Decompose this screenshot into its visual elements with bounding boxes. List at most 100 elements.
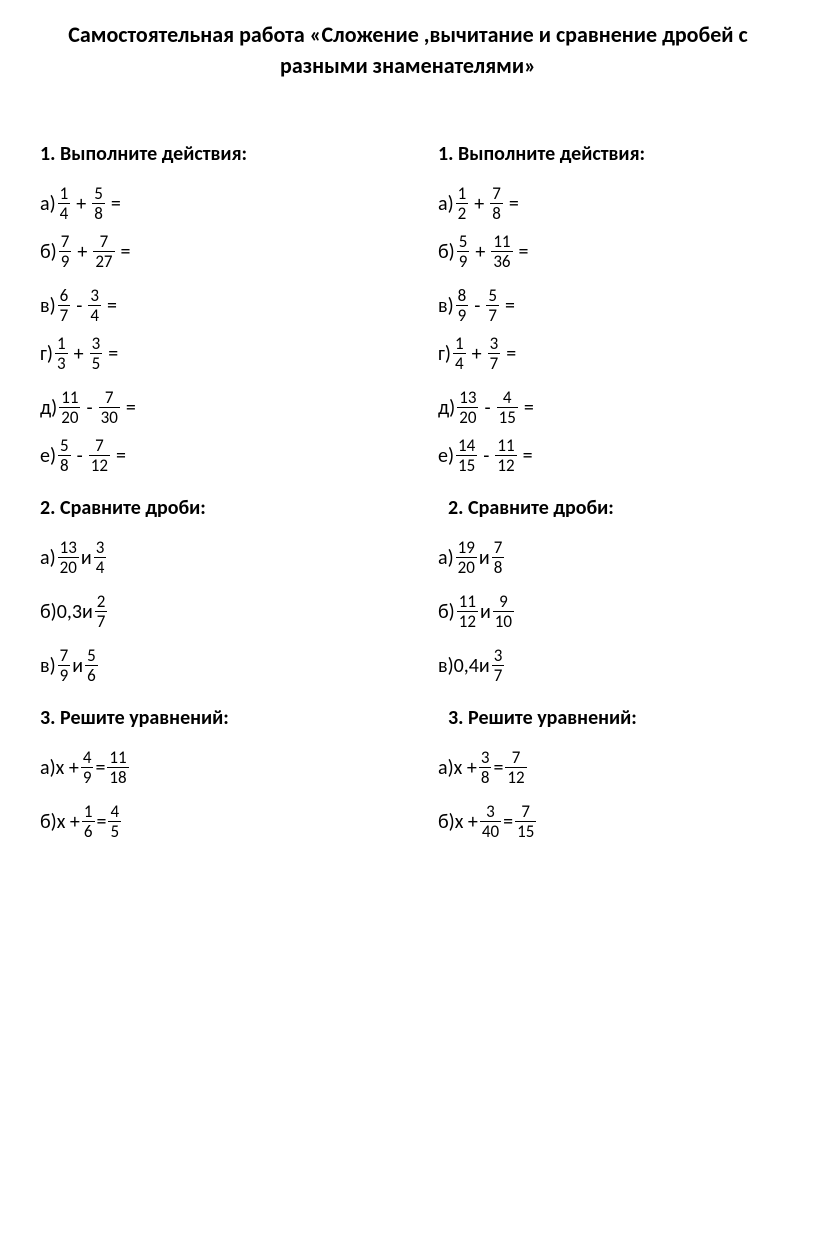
fraction: 58 <box>58 437 71 474</box>
fraction: 1920 <box>456 539 477 576</box>
fraction: 415 <box>497 389 518 426</box>
operator: + <box>475 242 485 262</box>
right-s1-e: е) 1415 - 1112 = <box>438 436 776 476</box>
decimal: 0,3 <box>57 602 82 622</box>
equals: = <box>121 242 131 262</box>
right-s1-g: г) 14 + 37 = <box>438 334 776 374</box>
fraction: 37 <box>492 647 505 684</box>
fraction: 59 <box>457 233 470 270</box>
label: а) <box>438 548 454 568</box>
operator: - <box>483 446 489 466</box>
equals: = <box>107 296 117 316</box>
and-word: и <box>480 602 491 622</box>
variant-right: 1. Выполните действия: а) 12 + 78 = б) 5… <box>438 122 776 856</box>
label: е) <box>438 446 454 466</box>
equals: = <box>503 812 513 832</box>
fraction: 38 <box>479 749 492 786</box>
right-s1-b: б) 59 + 1136 = <box>438 232 776 272</box>
label: а) <box>438 758 454 778</box>
left-s1-d: д) 1120 - 730 = <box>40 388 378 428</box>
x-plus: х + <box>56 758 79 778</box>
equals: = <box>95 758 105 778</box>
fraction: 1112 <box>457 593 478 630</box>
fraction: 35 <box>90 335 103 372</box>
equals: = <box>509 194 519 214</box>
fraction: 1320 <box>58 539 79 576</box>
label: д) <box>40 398 57 418</box>
fraction: 79 <box>59 233 72 270</box>
fraction: 34 <box>94 539 107 576</box>
equals: = <box>111 194 121 214</box>
label: б) <box>438 602 455 622</box>
and-word: и <box>82 602 93 622</box>
equals: = <box>116 446 126 466</box>
fraction: 1112 <box>495 437 516 474</box>
right-s2-a: а) 1920 и 78 <box>438 538 776 578</box>
right-s2-head: 2. Сравните дроби: <box>448 496 776 520</box>
equals: = <box>493 758 503 778</box>
fraction: 34 <box>88 287 101 324</box>
x-plus: х + <box>57 812 80 832</box>
and-word: и <box>479 656 490 676</box>
fraction: 89 <box>456 287 469 324</box>
fraction: 78 <box>490 185 503 222</box>
columns: 1. Выполните действия: а) 14 + 58 = б) 7… <box>40 122 776 856</box>
right-s1-d: д) 1320 - 415 = <box>438 388 776 428</box>
label: в) <box>438 656 454 676</box>
operator: + <box>474 194 484 214</box>
fraction: 1415 <box>456 437 477 474</box>
fraction: 712 <box>505 749 526 786</box>
variant-left: 1. Выполните действия: а) 14 + 58 = б) 7… <box>40 122 378 856</box>
right-s1-head: 1. Выполните действия: <box>438 142 776 166</box>
label: а) <box>40 194 56 214</box>
label: б) <box>40 812 57 832</box>
fraction: 1136 <box>491 233 512 270</box>
fraction: 79 <box>58 647 71 684</box>
fraction: 58 <box>92 185 105 222</box>
left-s1-head: 1. Выполните действия: <box>40 142 378 166</box>
equals: = <box>523 446 533 466</box>
right-s3-head: 3. Решите уравнений: <box>448 706 776 730</box>
fraction: 715 <box>515 803 536 840</box>
fraction: 340 <box>480 803 501 840</box>
label: б) <box>438 242 455 262</box>
label: г) <box>40 344 53 364</box>
left-s1-e: е) 58 - 712 = <box>40 436 378 476</box>
fraction: 13 <box>55 335 68 372</box>
right-s2-b: б) 1112 и 910 <box>438 592 776 632</box>
fraction: 27 <box>95 593 108 630</box>
decimal: 0,4 <box>454 656 479 676</box>
fraction: 1320 <box>457 389 478 426</box>
equals: = <box>97 812 107 832</box>
equals: = <box>108 344 118 364</box>
left-s2-a: а) 1320 и 34 <box>40 538 378 578</box>
equals: = <box>506 344 516 364</box>
operator: + <box>76 194 86 214</box>
equals: = <box>519 242 529 262</box>
left-s2-b: б) 0,3 и 27 <box>40 592 378 632</box>
left-s1-b: б) 79 + 727 = <box>40 232 378 272</box>
operator: - <box>474 296 480 316</box>
label: д) <box>438 398 455 418</box>
label: а) <box>438 194 454 214</box>
left-s3-head: 3. Решите уравнений: <box>40 706 378 730</box>
left-s3-a: а) х + 49 = 1118 <box>40 748 378 788</box>
operator: - <box>76 296 82 316</box>
fraction: 14 <box>453 335 466 372</box>
page-title: Самостоятельная работа «Сложение ,вычита… <box>40 20 776 82</box>
equals: = <box>126 398 136 418</box>
fraction: 37 <box>488 335 501 372</box>
fraction: 78 <box>492 539 505 576</box>
label: в) <box>40 656 56 676</box>
equals: = <box>524 398 534 418</box>
fraction: 730 <box>99 389 120 426</box>
and-word: и <box>479 548 490 568</box>
and-word: и <box>72 656 83 676</box>
label: а) <box>40 548 56 568</box>
label: в) <box>438 296 454 316</box>
fraction: 910 <box>493 593 514 630</box>
left-s2-v: в) 79 и 56 <box>40 646 378 686</box>
operator: - <box>86 398 92 418</box>
fraction: 1118 <box>107 749 128 786</box>
label: б) <box>40 602 57 622</box>
